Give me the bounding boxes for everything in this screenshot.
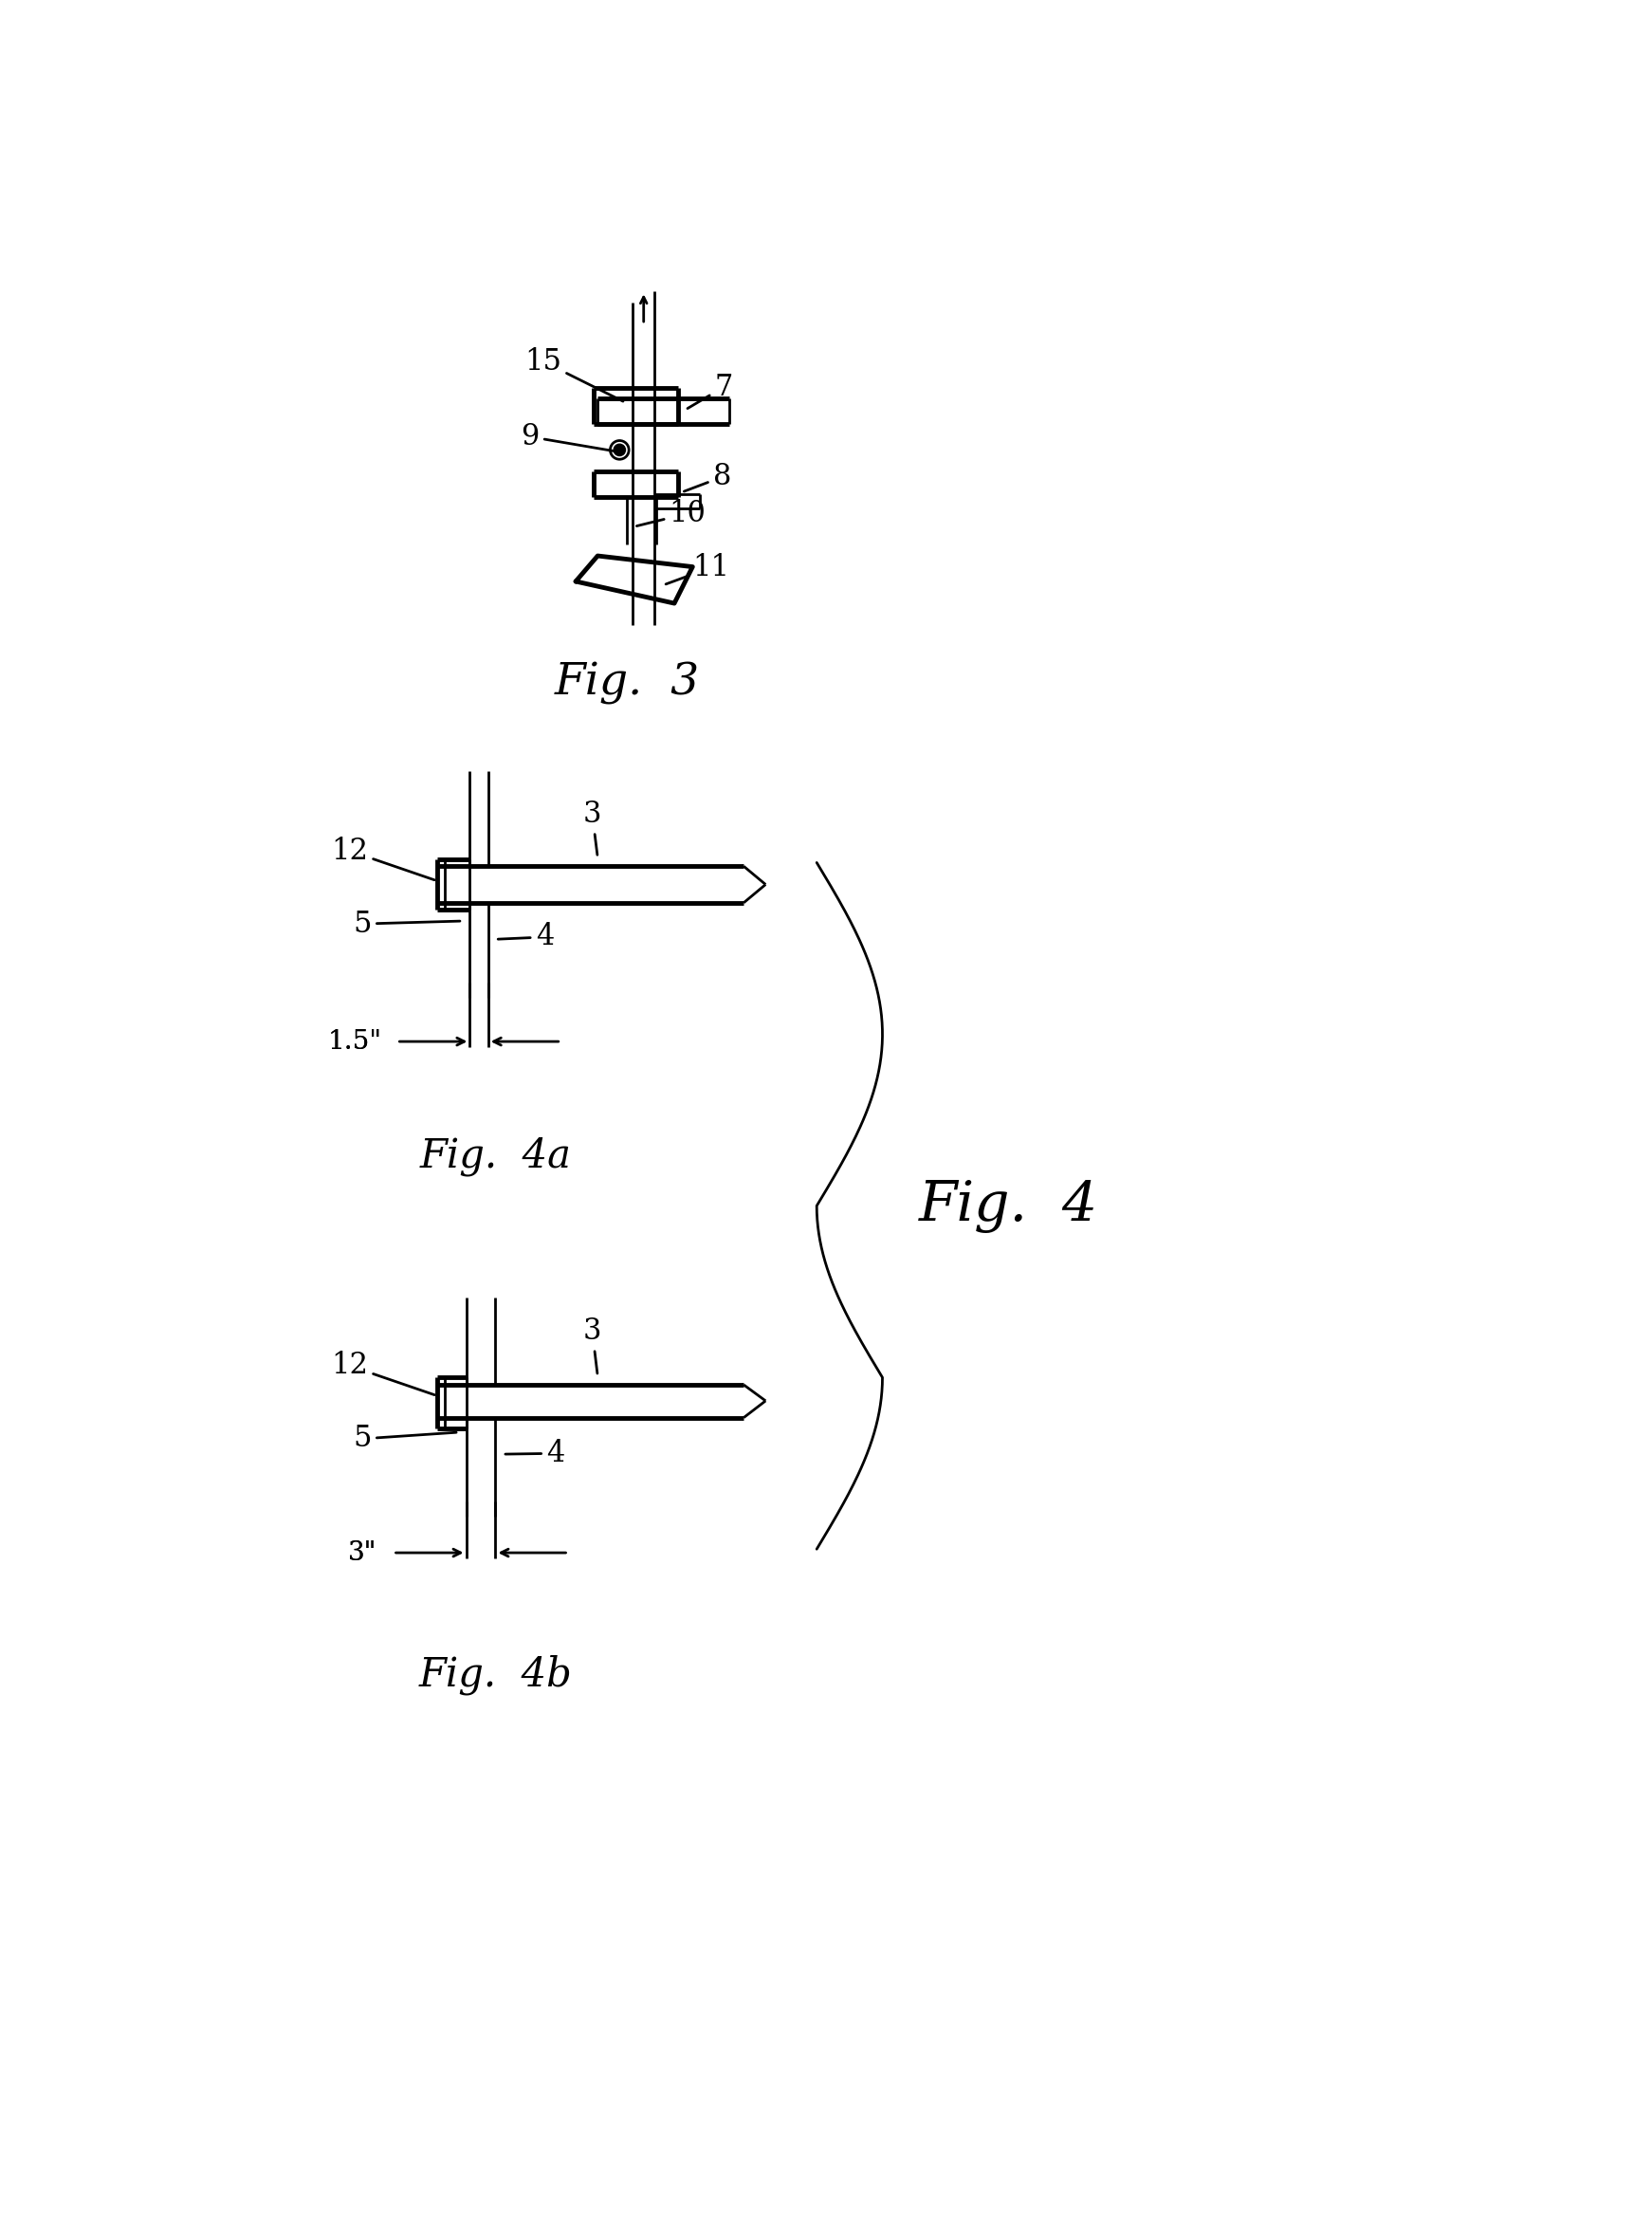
Text: Fig.  4: Fig. 4 [919, 1179, 1099, 1232]
Text: 11: 11 [666, 553, 730, 584]
Text: Fig.  4a: Fig. 4a [420, 1136, 572, 1176]
Text: 3: 3 [583, 1317, 601, 1372]
Text: 12: 12 [330, 836, 434, 880]
Text: 3": 3" [349, 1540, 377, 1566]
Text: 5: 5 [354, 909, 459, 938]
Text: 1.5": 1.5" [329, 1029, 382, 1054]
Text: 5: 5 [354, 1424, 456, 1453]
Circle shape [613, 443, 626, 457]
Text: 4: 4 [506, 1439, 565, 1468]
Text: 9: 9 [520, 421, 613, 452]
Text: 4: 4 [497, 922, 553, 951]
Text: 8: 8 [684, 461, 732, 492]
Text: 3: 3 [583, 800, 601, 856]
Text: 10: 10 [636, 499, 705, 528]
Text: Fig.  4b: Fig. 4b [418, 1655, 572, 1696]
Text: 1.5": 1.5" [329, 1029, 382, 1054]
Text: 7: 7 [687, 372, 733, 408]
Text: Fig.  3: Fig. 3 [553, 662, 699, 704]
Text: 15: 15 [525, 348, 623, 401]
Text: 3": 3" [349, 1540, 377, 1566]
Text: 12: 12 [330, 1350, 434, 1395]
